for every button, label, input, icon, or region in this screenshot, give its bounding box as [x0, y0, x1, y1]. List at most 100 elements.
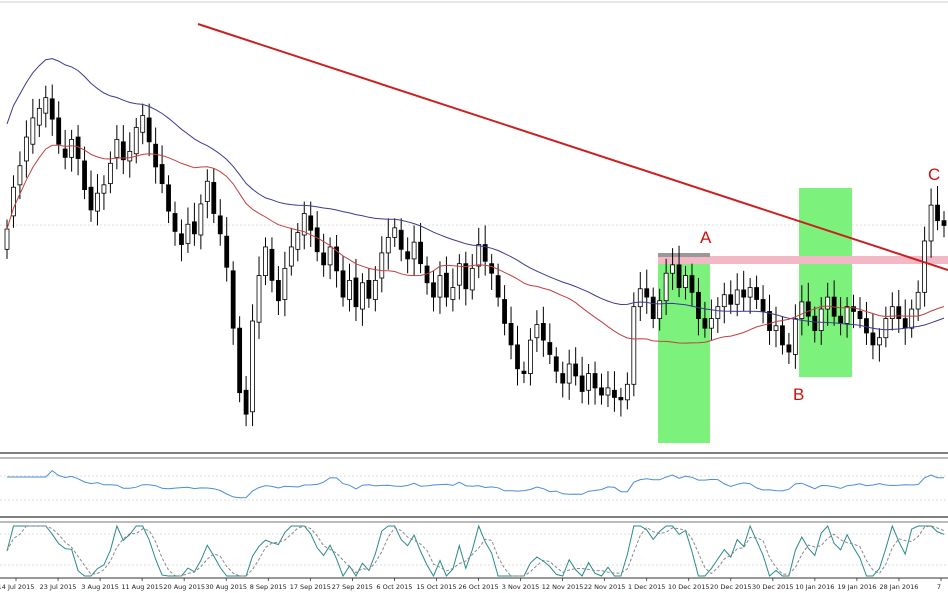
- candle-bullish: [101, 184, 107, 194]
- annotation-c-label: C: [928, 165, 940, 184]
- candle-bullish: [631, 306, 637, 385]
- candle-bearish: [88, 186, 94, 211]
- x-tick-label: 8 Sep 2015: [250, 583, 287, 591]
- stochastic-signal-line: [6, 525, 945, 577]
- candle-bullish: [204, 180, 210, 202]
- candle-bearish: [553, 356, 559, 372]
- candle-bullish: [11, 186, 16, 217]
- candle-bullish: [586, 373, 591, 391]
- candle-bearish: [120, 141, 126, 161]
- candle-bearish: [644, 288, 650, 298]
- candle-bearish: [211, 182, 217, 214]
- candle-bearish: [547, 342, 553, 355]
- candle-bearish: [780, 325, 785, 346]
- candle-bearish: [599, 387, 604, 396]
- candle-bullish: [23, 136, 29, 162]
- candle-bullish: [708, 318, 714, 329]
- candle-bullish: [928, 204, 934, 242]
- green-zone-b: [799, 188, 852, 377]
- candle-bearish: [767, 311, 772, 331]
- candle-bullish: [670, 264, 675, 274]
- candle-bullish: [476, 244, 482, 267]
- x-tick-label: 7: [937, 583, 941, 591]
- candle-bullish: [792, 318, 798, 355]
- candle-bearish: [243, 389, 249, 415]
- candle-bullish: [715, 306, 721, 320]
- candle-bearish: [786, 344, 792, 353]
- candle-bearish: [444, 272, 449, 298]
- candle-bearish: [508, 322, 514, 346]
- candle-bearish: [353, 277, 359, 308]
- candle-bullish: [347, 279, 352, 300]
- candle-bullish: [534, 324, 540, 339]
- candle-bullish: [624, 383, 630, 401]
- candle-bullish: [256, 275, 262, 323]
- candle-bearish: [153, 143, 159, 168]
- candle-bullish: [605, 387, 611, 396]
- candle-bearish: [902, 318, 908, 329]
- x-tick-label: 6 Oct 2015: [376, 583, 412, 591]
- candle-bearish: [515, 344, 520, 370]
- candle-bearish: [269, 248, 275, 281]
- candle-bullish: [773, 325, 779, 331]
- candle-bullish: [528, 339, 533, 374]
- candle-bullish: [372, 279, 378, 300]
- candle-bullish: [721, 294, 727, 308]
- candle-bearish: [191, 221, 197, 235]
- main-price-panel: A B C: [0, 1, 948, 454]
- candle-bullish: [295, 232, 301, 250]
- candle-bearish: [851, 306, 856, 312]
- candle-bullish: [657, 300, 663, 320]
- candle-bullish: [825, 296, 831, 310]
- candle-bullish: [133, 127, 139, 155]
- candle-bullish: [95, 192, 100, 212]
- x-tick-label: 20 Dec 2015: [710, 583, 752, 591]
- candle-bullish: [922, 240, 928, 293]
- candle-bearish: [159, 164, 165, 185]
- x-tick-label: 3 Aug 2015: [81, 583, 119, 591]
- candle-bearish: [754, 287, 759, 300]
- candle-bearish: [728, 294, 734, 305]
- candle-bullish: [637, 288, 643, 308]
- candle-bullish: [327, 246, 333, 266]
- x-tick-label: 23 Jul 2015: [40, 583, 77, 591]
- candle-bearish: [366, 279, 372, 299]
- candle-bearish: [340, 270, 346, 298]
- candle-bullish: [288, 246, 294, 267]
- candle-bearish: [741, 289, 747, 298]
- x-tick-label: 17 Sep 2015: [290, 583, 331, 591]
- candle-bearish: [495, 275, 501, 298]
- candle-bullish: [844, 306, 850, 324]
- candle-bearish: [172, 213, 178, 232]
- x-tick-label: 28 Jan 2016: [879, 583, 918, 591]
- candle-bullish: [301, 213, 307, 236]
- candle-bullish: [198, 203, 204, 236]
- descending-trendline: [197, 23, 948, 271]
- candle-bullish: [114, 139, 120, 158]
- candle-bullish: [263, 246, 268, 277]
- x-tick-label: 30 Aug 2015: [205, 583, 247, 591]
- candle-bearish: [308, 215, 314, 231]
- x-tick-label: 22 Nov 2015: [584, 583, 626, 591]
- pink-resistance-band: [658, 256, 948, 264]
- candle-bullish: [360, 282, 365, 310]
- x-tick-label: 10 Dec 2015: [668, 583, 710, 591]
- moving-average-blue: [6, 58, 945, 331]
- candle-bearish: [650, 296, 656, 320]
- candle-bearish: [49, 98, 55, 120]
- candle-bullish: [17, 165, 23, 186]
- candle-bearish: [321, 252, 327, 266]
- candle-bearish: [864, 318, 869, 334]
- x-tick-label: 30 Dec 2015: [752, 583, 794, 591]
- x-tick-label: 20 Aug 2015: [163, 583, 205, 591]
- candle-bearish: [398, 229, 404, 250]
- candle-bearish: [230, 270, 236, 329]
- candle-bullish: [107, 162, 113, 185]
- annotation-b-label: B: [793, 385, 804, 404]
- candle-bearish: [431, 282, 436, 298]
- candle-bearish: [618, 397, 624, 401]
- candle-bullish: [876, 337, 882, 346]
- candle-bearish: [689, 275, 695, 293]
- candle-bearish: [405, 251, 411, 260]
